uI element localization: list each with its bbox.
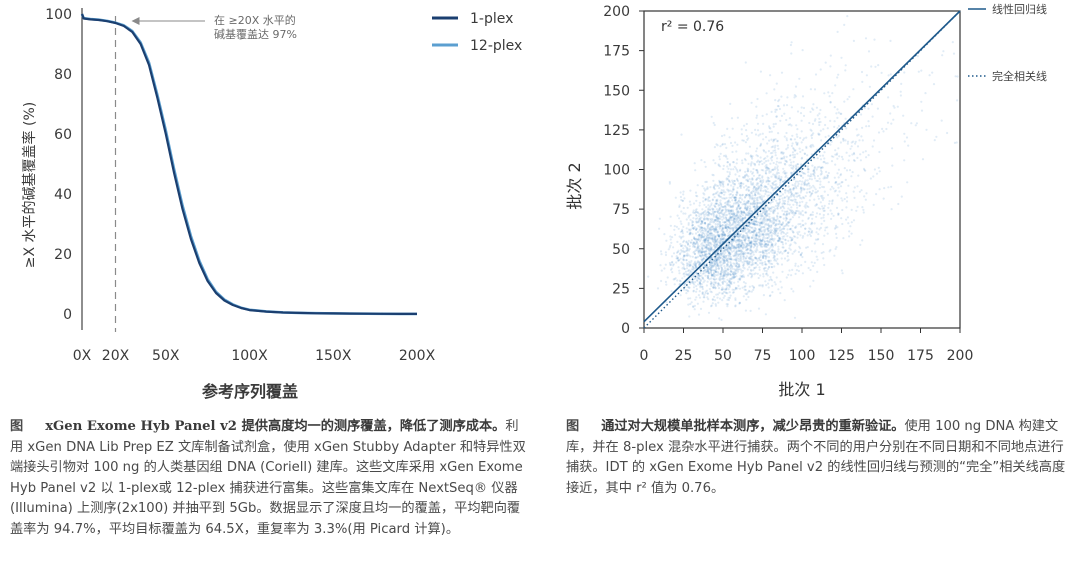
caption-left-title: xGen Exome Hyb Panel v2 提供高度均一的测序覆盖，降低了测… bbox=[45, 419, 505, 434]
regression-line bbox=[644, 11, 960, 322]
caption-left-body: 利用 xGen DNA Lib Prep EZ 文库制备试剂盒，使用 xGen … bbox=[10, 419, 526, 537]
x-tick-label-150: 150X bbox=[315, 348, 352, 364]
y-tick-label-150: 150 bbox=[603, 83, 630, 99]
y-tick-label-175: 175 bbox=[603, 44, 630, 60]
caption-right-label: 图 bbox=[566, 419, 579, 434]
caption-right: 图通过对大规模单批样本测序，减少昂贵的重新验证。使用 100 ng DNA 构建… bbox=[566, 417, 1071, 499]
y-tick-label-60: 60 bbox=[54, 127, 72, 143]
y-tick-label-75: 75 bbox=[612, 202, 630, 218]
caption-left-label: 图 bbox=[10, 419, 23, 434]
y-tick-label-100: 100 bbox=[603, 163, 630, 179]
legend-label-identity: 完全相关线 bbox=[992, 69, 1047, 83]
legend-label-12-plex: 12-plex bbox=[470, 38, 522, 54]
legend-label-1-plex: 1-plex bbox=[470, 11, 513, 27]
y-tick-label-0: 0 bbox=[63, 307, 72, 323]
y-tick-label-25: 25 bbox=[612, 281, 630, 297]
annotation-arrow bbox=[132, 17, 206, 25]
y-tick-label-200: 200 bbox=[603, 4, 630, 20]
x-tick-label-200: 200 bbox=[947, 348, 974, 364]
caption-left: 图 xGen Exome Hyb Panel v2 提供高度均一的测序覆盖，降低了… bbox=[10, 417, 530, 540]
x-tick-label-200: 200X bbox=[399, 348, 436, 364]
x-tick-label-100: 100X bbox=[231, 348, 268, 364]
annotation-line1: 在 ≥20X 水平的 bbox=[214, 13, 296, 27]
r2-label: r² = 0.76 bbox=[661, 19, 724, 35]
x-tick-label-20: 20X bbox=[102, 348, 130, 364]
caption-right-title: 通过对大规模单批样本测序，减少昂贵的重新验证。 bbox=[601, 419, 904, 434]
coverage-chart: 0 20 40 60 80 100 0X 20X 50X 100X 150X 200X 在 ≥20X 水… bbox=[0, 0, 540, 410]
x-tick-label-150: 150 bbox=[868, 348, 895, 364]
y-tick-label-125: 125 bbox=[603, 123, 630, 139]
y-tick-label-100: 100 bbox=[45, 7, 72, 23]
y-tick-label-40: 40 bbox=[54, 187, 72, 203]
x-tick-label-25: 25 bbox=[675, 348, 693, 364]
x-tick-label-50: 50X bbox=[152, 348, 180, 364]
scatter-chart: 0 25 50 75 100 125 150 175 200 0 25 50 75 100 125 150 17… bbox=[540, 0, 1080, 410]
x-tick-label-175: 175 bbox=[907, 348, 934, 364]
series-line-1-plex bbox=[82, 14, 417, 314]
x-tick-label-50: 50 bbox=[714, 348, 732, 364]
x-tick-label-75: 75 bbox=[754, 348, 772, 364]
x-tick-label-100: 100 bbox=[789, 348, 816, 364]
x-axis-label: 参考序列覆盖 bbox=[202, 382, 298, 401]
y-tick-label-80: 80 bbox=[54, 67, 72, 83]
x-tick-label-0: 0 bbox=[640, 348, 649, 364]
annotation-arrow-head bbox=[132, 17, 140, 25]
x-tick-label-0: 0X bbox=[73, 348, 92, 364]
x-tick-label-125: 125 bbox=[828, 348, 855, 364]
series-line-12-plex bbox=[82, 14, 417, 314]
y-tick-label-20: 20 bbox=[54, 247, 72, 263]
x-axis-label: 批次 1 bbox=[778, 380, 825, 399]
legend-label-regression: 线性回归线 bbox=[992, 2, 1047, 16]
y-tick-label-0: 0 bbox=[621, 321, 630, 337]
annotation-line2: 碱基覆盖达 97% bbox=[214, 27, 297, 41]
y-tick-label-50: 50 bbox=[612, 242, 630, 258]
y-axis-label: 批次 2 bbox=[565, 162, 584, 209]
y-axis-label: ≥X 水平的碱基覆盖率 (%) bbox=[21, 102, 38, 268]
